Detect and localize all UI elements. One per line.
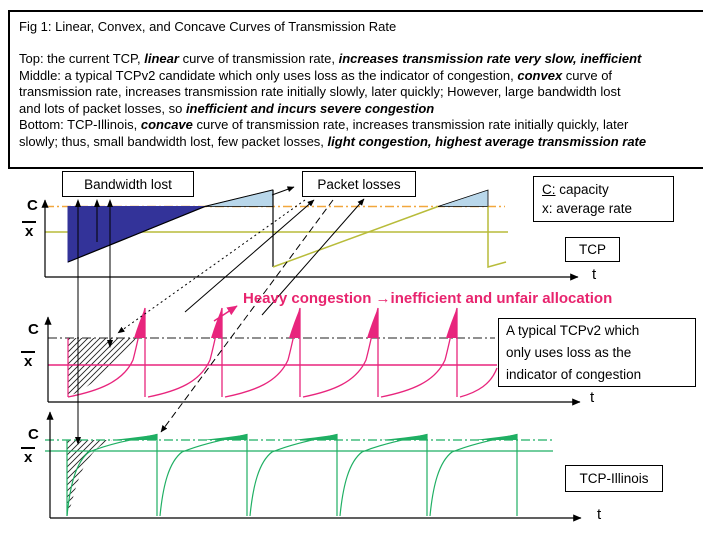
heavy-congestion-label: Heavy congestion →inefficient and unfair… (243, 290, 613, 307)
figure-title: Fig 1: Linear, Convex, and Concave Curve… (19, 19, 397, 34)
text-line: slowly; thus, small bandwidth lost, few … (19, 133, 647, 149)
tcpv2-label: A typical TCPv2 which only uses loss as … (498, 318, 696, 387)
tcpv2-label-line1: A typical TCPv2 which (506, 322, 640, 338)
tcpv2-label-line2: only uses loss as the (506, 344, 632, 360)
text-line: Middle: a typical TCPv2 candidate which … (19, 67, 613, 83)
bandwidth-lost-label: Bandwidth lost (62, 171, 194, 197)
heavy-congestion-arrow (213, 305, 238, 322)
top-average-axis-label: x (22, 221, 37, 239)
legend-capacity: C: capacity (542, 182, 609, 197)
packet-loss-callout-b (184, 199, 315, 313)
tcp-linear-curve-2 (272, 205, 439, 268)
packet-loss-callout-c (261, 198, 365, 316)
text-line: Bottom: TCP-Illinois, concave curve of t… (19, 117, 629, 132)
packet-loss-triangle-1 (204, 189, 274, 207)
legend-box: C: capacity x: average rate (533, 176, 674, 222)
callout-lines (75, 186, 365, 445)
tcp-label: TCP (565, 237, 620, 262)
bottom-capacity-axis-label: C (28, 426, 39, 443)
text-line: and lots of packet losses, so inefficien… (19, 100, 435, 116)
packet-loss-callout-a (271, 186, 295, 196)
text-line: transmission rate, increases transmissio… (19, 84, 621, 99)
top-plot-tcp (41, 189, 579, 281)
caption-block: Fig 1: Linear, Convex, and Concave Curve… (8, 10, 703, 169)
bandwidth-lost-hatch-bottom (67, 440, 112, 516)
packet-loss-slivers (112, 434, 517, 440)
bottom-plot-tcp-illinois (45, 411, 582, 522)
packet-losses-label: Packet losses (302, 171, 416, 197)
tcpv2-label-line3: indicator of congestion (506, 366, 642, 382)
bottom-time-axis-label: t (597, 506, 602, 523)
tcp-drop-line-2 (487, 206, 507, 268)
description-text: Top: the current TCP, linear curve of tr… (19, 51, 703, 150)
packet-loss-spikes (134, 308, 457, 338)
packet-loss-callout-dashed (160, 199, 334, 433)
top-time-axis-label: t (592, 266, 597, 283)
bandwidth-lost-hatch-middle (68, 338, 136, 397)
bottom-average-axis-label: x (21, 447, 36, 465)
top-capacity-axis-label: C (27, 197, 38, 214)
middle-average-axis-label: x (21, 351, 36, 369)
packet-loss-callout-dotted (117, 199, 306, 334)
packet-loss-triangle-2 (437, 189, 489, 207)
legend-average: x: average rate (542, 201, 633, 216)
illinois-concave-curves (66, 433, 518, 517)
tcpv2-convex-curves (67, 307, 498, 398)
middle-plot-tcpv2 (44, 305, 581, 406)
middle-capacity-axis-label: C (28, 321, 39, 338)
text-line: Top: the current TCP, linear curve of tr… (19, 51, 642, 66)
tcp-illinois-label: TCP-Illinois (565, 465, 663, 492)
middle-time-axis-label: t (590, 389, 595, 406)
